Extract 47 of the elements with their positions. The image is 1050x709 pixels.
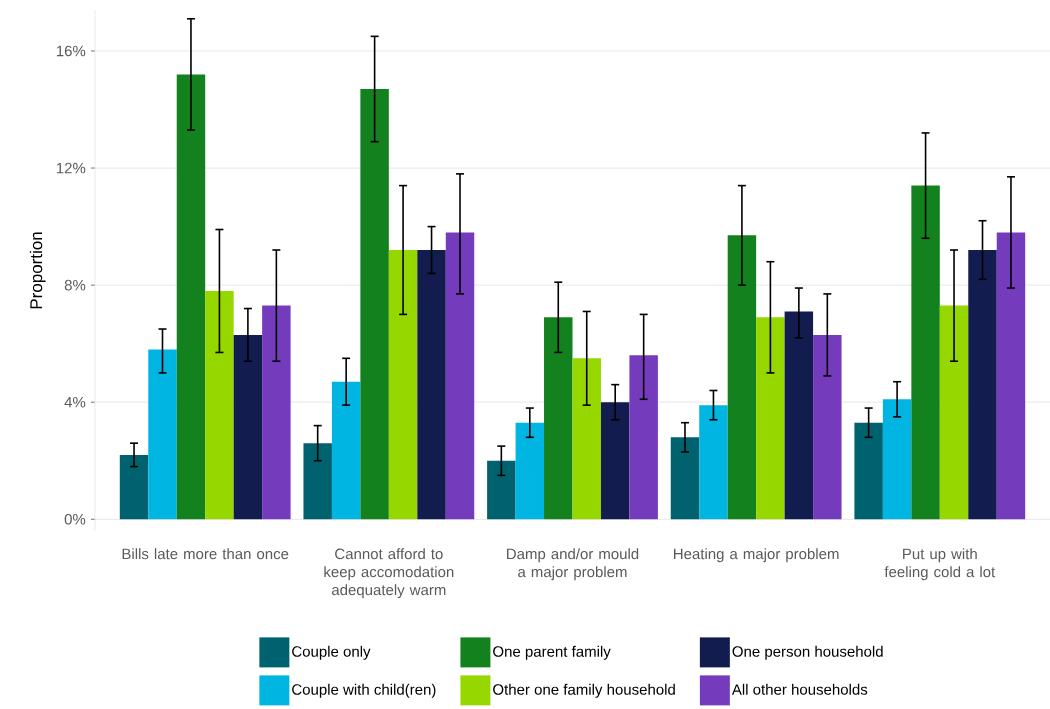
bar (911, 185, 940, 520)
bar (176, 74, 206, 520)
bar (303, 443, 332, 520)
x-tick-label: Heating a major problem (674, 548, 839, 563)
bar (756, 317, 785, 520)
x-tick-label: Damp and/or mould a major problem (507, 548, 639, 581)
bar (119, 454, 149, 520)
bar (727, 235, 757, 520)
y-tick-label: 12% (56, 162, 86, 174)
bar (331, 381, 361, 520)
legend-label: Other one family household (493, 683, 675, 698)
x-tick-label: Bills late more than once (122, 548, 289, 560)
bar (882, 399, 912, 520)
bar (600, 402, 630, 520)
legend-label: One parent family (493, 645, 611, 660)
bar (784, 311, 814, 520)
bar (572, 358, 601, 520)
bar (813, 334, 842, 520)
bar (487, 460, 516, 520)
bar (670, 437, 700, 520)
bar (939, 305, 969, 520)
bar (360, 89, 389, 520)
y-axis-title: Proportion (29, 232, 46, 309)
y-tick-label: 4% (64, 396, 86, 408)
bar (388, 250, 418, 520)
y-tick-label: 16% (56, 45, 86, 57)
bar (968, 250, 997, 520)
bar (445, 232, 475, 520)
legend-label: One person household (732, 645, 883, 660)
bar (233, 334, 263, 520)
bar (996, 232, 1026, 520)
bar (699, 405, 728, 520)
bar (262, 305, 291, 520)
bar (148, 349, 177, 520)
bar (544, 317, 573, 520)
legend-label: Couple with child(ren) (292, 683, 436, 698)
bar (854, 422, 883, 520)
bar (515, 422, 545, 520)
y-tick-label: 8% (64, 279, 86, 291)
y-tick-label: 0% (64, 513, 86, 525)
bar (629, 355, 658, 520)
x-tick-label: Cannot afford to keep accomodation adequately warm (324, 548, 454, 599)
bar (205, 290, 234, 520)
x-tick-label: Put up with feeling cold a lot (884, 548, 996, 581)
bar (417, 250, 446, 520)
legend-label: All other households (731, 683, 868, 695)
legend-label: Couple only (292, 645, 371, 660)
